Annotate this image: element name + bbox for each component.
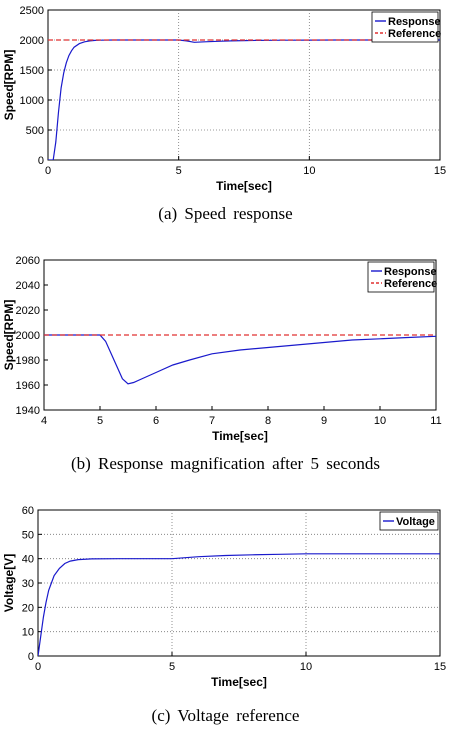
chart-2-y-tick-label: 10 [22,627,34,639]
voltage-reference-panel: 0 5 10 15 0 10 20 30 40 50 60 Time[sec] Voltage[V] Vo… [0,496,451,696]
chart-0-y-tick-label: 2500 [20,5,44,17]
speed-response-caption: (a) Speed response [158,204,293,223]
magnified-response-caption: (b) Response magnification after 5 secon… [70,454,381,473]
chart-0-x-tick-label: 0 [45,165,51,177]
chart-2-legend [379,511,439,531]
chart-1-x-tick-label: 6 [153,415,159,427]
chart-0-x-tick-label: 15 [434,165,446,177]
chart-2-y-axis-label: Voltage[V] [2,554,16,612]
chart-1-x-tick-label: 4 [41,415,47,427]
chart-0-legend-label-reference: Reference [388,28,441,40]
chart-1-y-tick-label: 2020 [16,305,40,317]
chart-2-y-tick-label: 30 [22,578,34,590]
chart-1-y-tick-label: 1940 [16,405,40,417]
chart-2-series-line-voltage [38,553,440,656]
chart-1-x-tick-label: 8 [265,415,271,427]
chart-2-y-tick-label: 50 [22,529,34,541]
chart-1-y-tick-label: 2000 [16,330,40,342]
chart-0-x-tick-label: 10 [303,165,315,177]
chart-2-x-tick-label: 15 [434,661,446,673]
chart-0-y-tick-label: 500 [26,125,44,137]
chart-1-y-tick-label: 1960 [16,380,40,392]
chart-1-x-tick-label: 11 [430,415,441,427]
chart-0-y-tick-label: 1500 [20,65,44,77]
chart-1-legend [367,261,435,293]
chart-1-series-line-response [44,334,436,385]
chart-0-x-axis-label: Time[sec] [216,179,272,193]
chart-2-x-tick-label: 10 [300,661,312,673]
chart-1-x-tick-label: 10 [374,415,386,427]
voltage-reference-chart: 0 5 10 15 0 10 20 30 40 50 60 Time[sec] Voltage[V] Vo… [2,505,446,689]
speed-response-chart: 0 5 10 15 0 500 1000 1500 2000 2500 Time[sec] Speed… [2,5,446,193]
chart-2-legend-label-voltage: Voltage [396,516,435,528]
chart-1-legend-label-reference: Reference [384,278,437,290]
speed-response-panel: 0 5 10 15 0 500 1000 1500 2000 2500 Time[sec] Speed… [0,0,451,200]
chart-2-x-axis-label: Time[sec] [211,675,267,689]
chart-1-y-tick-label: 2060 [16,255,40,267]
chart-2-x-tick-label: 0 [35,661,41,673]
chart-0-y-tick-label: 1000 [20,95,44,107]
chart-1-y-axis-label: Speed[RPM] [2,300,16,371]
voltage-reference-caption: (c) Voltage reference [151,706,300,725]
chart-1-x-tick-label: 5 [97,415,103,427]
chart-1-x-tick-label: 7 [209,415,215,427]
chart-2-y-tick-label: 40 [22,554,34,566]
chart-1-y-tick-label: 1980 [16,355,40,367]
magnified-response-panel: 4 5 6 7 8 9 10 11 1940 1960 1980 2000 2020 2040 2060 Ti… [0,248,451,448]
chart-2-y-tick-label: 20 [22,602,34,614]
chart-1-x-axis-label: Time[sec] [212,429,268,443]
chart-2-y-tick-label: 0 [28,651,34,663]
chart-1-x-tick-label: 9 [321,415,327,427]
chart-0-y-tick-label: 0 [38,155,44,167]
chart-2-y-tick-label: 60 [22,505,34,517]
chart-0-y-axis-label: Speed[RPM] [2,50,16,121]
chart-1-legend-label-response: Response [384,266,437,278]
chart-1-y-tick-label: 2040 [16,280,40,292]
chart-0-x-tick-label: 5 [176,165,182,177]
chart-2-x-tick-label: 5 [169,661,175,673]
chart-0-legend [371,11,439,43]
chart-0-y-tick-label: 2000 [20,35,44,47]
magnified-response-chart: 4 5 6 7 8 9 10 11 1940 1960 1980 2000 2020 2040 2060 Ti… [2,255,442,443]
chart-0-legend-label-response: Response [388,16,441,28]
